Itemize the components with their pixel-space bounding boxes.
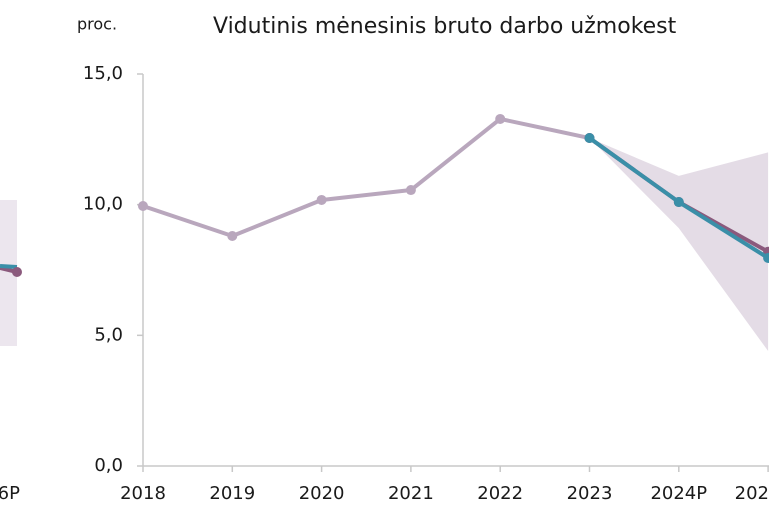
x-tick-label: 2022 <box>477 483 523 504</box>
series-marker <box>673 197 684 208</box>
fragment-line <box>0 264 18 269</box>
chart-title: Vidutinis mėnesinis bruto darbo užmokest <box>213 14 677 39</box>
series-marker <box>138 200 148 211</box>
y-tick-label: 5,0 <box>94 324 123 345</box>
y-tick-label: 15,0 <box>83 63 123 84</box>
x-tick-label: 202 <box>735 483 769 504</box>
x-tick-label: 2023 <box>567 483 613 504</box>
y-tick-label: 10,0 <box>83 194 123 215</box>
forecast-band <box>589 138 769 352</box>
x-tick-label: 2018 <box>120 483 166 504</box>
y-tick-label: 0,0 <box>94 455 123 476</box>
x-tick-label: 2024P <box>650 483 707 504</box>
fragment-marker <box>12 267 22 277</box>
x-tick-label: 2019 <box>209 483 255 504</box>
series-marker <box>763 252 769 263</box>
series-marker <box>405 185 416 196</box>
series-marker <box>495 113 506 124</box>
x-tick-label: 2021 <box>388 483 434 504</box>
fragment-band <box>0 200 17 346</box>
x-tick-label: 2020 <box>299 483 345 504</box>
fragment-tick-label: 026P <box>0 483 20 504</box>
series-marker <box>227 231 238 242</box>
series-marker <box>584 133 595 144</box>
series-line <box>142 116 590 239</box>
y-unit: proc. <box>77 15 117 34</box>
series-marker <box>316 194 327 205</box>
